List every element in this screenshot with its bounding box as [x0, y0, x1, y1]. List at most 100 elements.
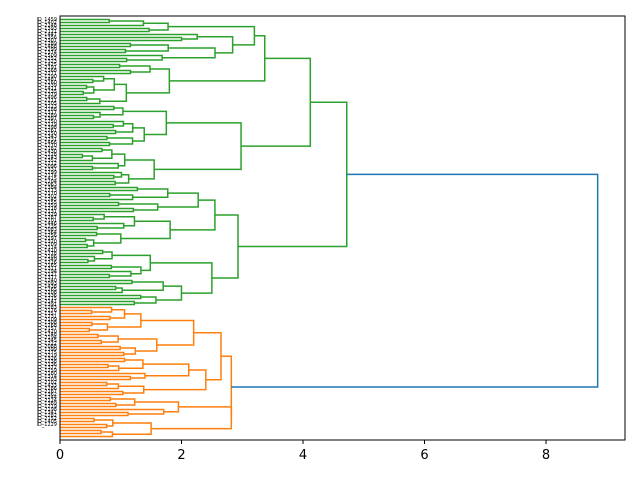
leaf-label: ID_1290 [36, 74, 57, 80]
leaf-label: ID_1231 [36, 314, 57, 320]
leaf-label: ID_2252 [36, 56, 57, 62]
leaf-label: ID_2180 [36, 371, 57, 377]
leaf-label: ID_1259 [36, 368, 57, 374]
leaf-label: ID_1329 [36, 212, 57, 218]
cluster-1-link [122, 281, 164, 291]
leaf-label: ID_1349 [36, 257, 57, 263]
leaf-label: ID_2307 [36, 38, 57, 44]
cluster-1-link [60, 207, 135, 213]
leaf-label: ID_2191 [36, 65, 57, 71]
leaf-label: ID_1391 [36, 302, 57, 308]
cluster-2-link [60, 429, 102, 435]
leaf-label: ID_1326 [36, 356, 57, 362]
cluster-1-link [93, 233, 122, 244]
leaf-label: ID_1212 [36, 161, 57, 167]
leaf-label: ID_1302 [36, 194, 57, 200]
cluster-1-link [60, 141, 111, 147]
leaf-label: ID_2231 [36, 137, 57, 143]
cluster-1-link [60, 105, 115, 111]
cluster-2-link [60, 327, 90, 333]
leaf-label: ID_1209 [36, 242, 57, 248]
leaf-label: ID_2155 [36, 200, 57, 206]
leaf-label: ID_1357 [36, 311, 57, 317]
leaf-label: ID_1245 [36, 197, 57, 203]
cluster-1-link [60, 285, 117, 291]
leaf-label: ID_2182 [36, 146, 57, 152]
leaf-label: ID_1509 [36, 53, 57, 59]
cluster-1-link [122, 110, 168, 136]
cluster-2-link [60, 365, 120, 372]
leaf-label: ID_1488 [36, 44, 57, 50]
cluster-1-link [120, 220, 171, 240]
leaf-label: ID_1405 [36, 419, 57, 425]
cluster-2-link [60, 402, 117, 408]
x-axis: 0 2 4 6 8 [56, 440, 550, 463]
leaf-label: ID_1343 [36, 134, 57, 140]
cluster-2-link [60, 390, 124, 396]
cluster-1-link [94, 251, 113, 260]
leaf-label: ID_2136 [36, 362, 57, 368]
leaf-label: ID_1359 [36, 203, 57, 209]
leaf-label: ID_1362 [36, 392, 57, 398]
leaf-label: ID_2088 [36, 344, 57, 350]
leaf-label: ID_1204 [36, 179, 57, 185]
leaf-label: ID_1411 [36, 86, 57, 92]
leaf-label: ID_2083 [36, 227, 57, 233]
cluster-1-link [60, 54, 163, 61]
cluster-1-link [157, 192, 199, 208]
cluster-2-link [118, 338, 158, 352]
leaf-label: ID_2101 [36, 218, 57, 224]
cluster-1-link [60, 186, 139, 192]
leaf-label: ID_2096 [36, 164, 57, 170]
leaf-label: ID_2194 [36, 335, 57, 341]
leaf-label: ID_2208 [36, 290, 57, 296]
leaf-label: ID_1215 [36, 296, 57, 302]
cluster-1-link [60, 18, 110, 24]
leaf-label: ID_3123 [36, 104, 57, 110]
leaf-label: ID_1430 [36, 149, 57, 155]
leaf-label: ID_1438 [36, 284, 57, 290]
cluster-1-link [60, 84, 88, 90]
leaf-label: ID_1323 [36, 59, 57, 65]
leaf-label: ID_2124 [36, 398, 57, 404]
leaf-label: ID_2127 [36, 272, 57, 278]
leaf-label: ID_1250 [36, 119, 57, 125]
cluster-1-link [60, 123, 114, 129]
leaf-label: ID_1397 [36, 116, 57, 122]
cluster-1-link [241, 57, 312, 147]
cluster-1-link [104, 216, 136, 227]
cluster-2-link [60, 306, 113, 313]
cluster-1-link [60, 69, 132, 75]
leaf-label: ID_1364 [36, 230, 57, 236]
leaf-label: ID_1305 [36, 101, 57, 107]
leaf-label: ID_1447 [36, 32, 57, 38]
cluster-1-link [60, 114, 95, 120]
leaf-label: ID_1459 [36, 17, 57, 23]
leaf-label: ID_1286 [36, 386, 57, 392]
cluster-2-link [118, 385, 145, 394]
leaf-label: ID_1331 [36, 167, 57, 173]
leaf-label: ID_1368 [36, 68, 57, 74]
leaf-label: ID_1273 [36, 188, 57, 194]
leaf-label: ID_1377 [36, 275, 57, 281]
cluster-1-link [60, 135, 108, 141]
leaf-label: ID_1389 [36, 401, 57, 407]
cluster-1-link [170, 199, 216, 231]
leaf-label: ID_1399 [36, 347, 57, 353]
leaf-label: ID_2174 [36, 173, 57, 179]
leaf-label: ID_1270 [36, 143, 57, 149]
leaf-label: ID_2188 [36, 107, 57, 113]
cluster-2-link [60, 363, 109, 369]
leaf-label: ID_2063 [36, 182, 57, 188]
leaf-label: ID_1235 [36, 224, 57, 230]
cluster-2-link [118, 359, 144, 369]
leaf-label: ID_2131 [36, 209, 57, 215]
cluster-1-link [162, 47, 216, 59]
leaf-label: ID_2219 [36, 353, 57, 359]
cluster-2-link [60, 339, 103, 345]
cluster-1-link [60, 279, 133, 285]
leaf-label: ID_2211 [36, 98, 57, 104]
cluster-2-link [112, 422, 152, 435]
cluster-1-link [60, 33, 198, 40]
